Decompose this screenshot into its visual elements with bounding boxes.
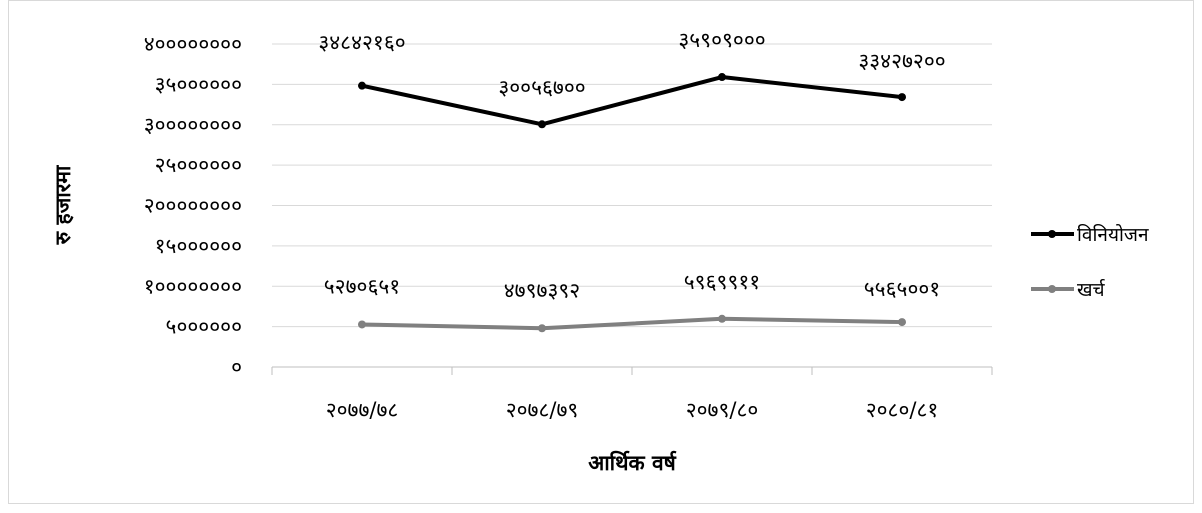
data-label: ५२७०६५१	[324, 274, 400, 298]
data-label: ३५९०९०००	[678, 28, 765, 52]
legend-label: खर्च	[1077, 278, 1106, 301]
x-tick-label: २०८०/८१	[866, 398, 939, 422]
data-label: ५५६५००१	[864, 277, 940, 301]
y-tick-label: ४००००००००	[144, 32, 242, 56]
data-point	[538, 120, 546, 129]
x-tick-label: २०७७/७८	[326, 398, 399, 422]
data-point	[538, 324, 546, 333]
legend-marker	[1048, 285, 1056, 293]
x-tick-label: २०७८/७९	[506, 398, 579, 422]
data-label: ४७९७३९२	[504, 278, 580, 302]
y-tick-label: ०	[231, 355, 242, 379]
data-label: ३४८४२१६०	[318, 31, 405, 55]
y-tick-label: १००००००००	[144, 274, 242, 298]
data-point	[898, 318, 906, 327]
data-label: ३३४२७२००	[858, 49, 945, 73]
legend-label: विनियोजन	[1077, 223, 1149, 246]
y-tick-label: २००००००००	[144, 194, 242, 218]
data-point	[718, 73, 726, 82]
x-tick-label: २०७९/८०	[686, 398, 759, 422]
y-tick-label: ५००००००	[166, 315, 242, 339]
legend-marker	[1048, 230, 1056, 238]
y-tick-label: ३५००००००	[155, 72, 242, 96]
y-tick-label: ३००००००००	[144, 113, 242, 137]
data-label: ५९६९९११	[684, 270, 760, 294]
data-point	[898, 93, 906, 102]
data-point	[718, 314, 726, 323]
x-axis-title: आर्थिक वर्ष	[588, 450, 677, 475]
series-line-0	[361, 75, 903, 127]
y-tick-label: १५००००००	[155, 234, 242, 258]
series-line-1	[361, 316, 903, 331]
y-tick-label: २५००००००	[155, 153, 242, 177]
y-axis-title: रु हजारमा	[51, 164, 75, 245]
data-label: ३००५६७००	[498, 75, 585, 99]
data-point	[358, 81, 366, 90]
data-point	[358, 320, 366, 329]
